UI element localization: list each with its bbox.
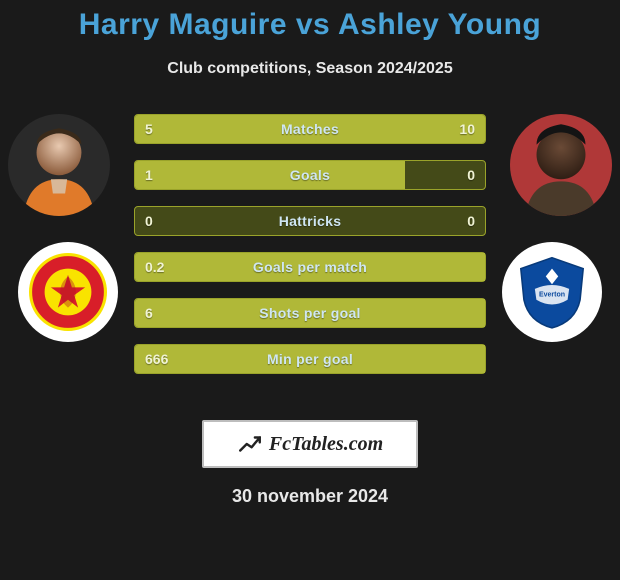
stat-row: 10Goals [134, 160, 486, 190]
vs-label: vs [296, 8, 330, 41]
player-left-name: Harry Maguire [79, 8, 287, 41]
club-crest-icon: Everton [513, 253, 591, 331]
avatar-placeholder-icon [510, 114, 612, 216]
avatar-placeholder-icon [8, 114, 110, 216]
stat-row: 0.2Goals per match [134, 252, 486, 282]
chart-up-icon [237, 431, 263, 457]
page-title: Harry Maguire vs Ashley Young [0, 8, 620, 42]
club-crest-icon [29, 253, 107, 331]
player-left-photo [8, 114, 110, 216]
comparison-card: Harry Maguire vs Ashley Young Club compe… [0, 0, 620, 580]
brand-box: FcTables.com [202, 420, 418, 468]
stat-row: 666Min per goal [134, 344, 486, 374]
date-label: 30 november 2024 [0, 486, 620, 507]
stat-metric-label: Matches [135, 115, 485, 143]
player-right-photo [510, 114, 612, 216]
main-area: Everton 510Matches 10Goals 00Hattricks 0.2G… [0, 108, 620, 408]
stat-row: 00Hattricks [134, 206, 486, 236]
svg-text:Everton: Everton [539, 292, 565, 299]
stat-row: 510Matches [134, 114, 486, 144]
stat-metric-label: Min per goal [135, 345, 485, 373]
subtitle: Club competitions, Season 2024/2025 [0, 60, 620, 78]
player-right-name: Ashley Young [338, 8, 541, 41]
stat-row: 6Shots per goal [134, 298, 486, 328]
brand-label: FcTables.com [269, 433, 383, 456]
club-right-crest: Everton [502, 242, 602, 342]
stat-metric-label: Goals per match [135, 253, 485, 281]
stat-metric-label: Hattricks [135, 207, 485, 235]
stat-bars: 510Matches 10Goals 00Hattricks 0.2Goals per… [134, 114, 486, 390]
club-left-crest [18, 242, 118, 342]
stat-metric-label: Shots per goal [135, 299, 485, 327]
stat-metric-label: Goals [135, 161, 485, 189]
